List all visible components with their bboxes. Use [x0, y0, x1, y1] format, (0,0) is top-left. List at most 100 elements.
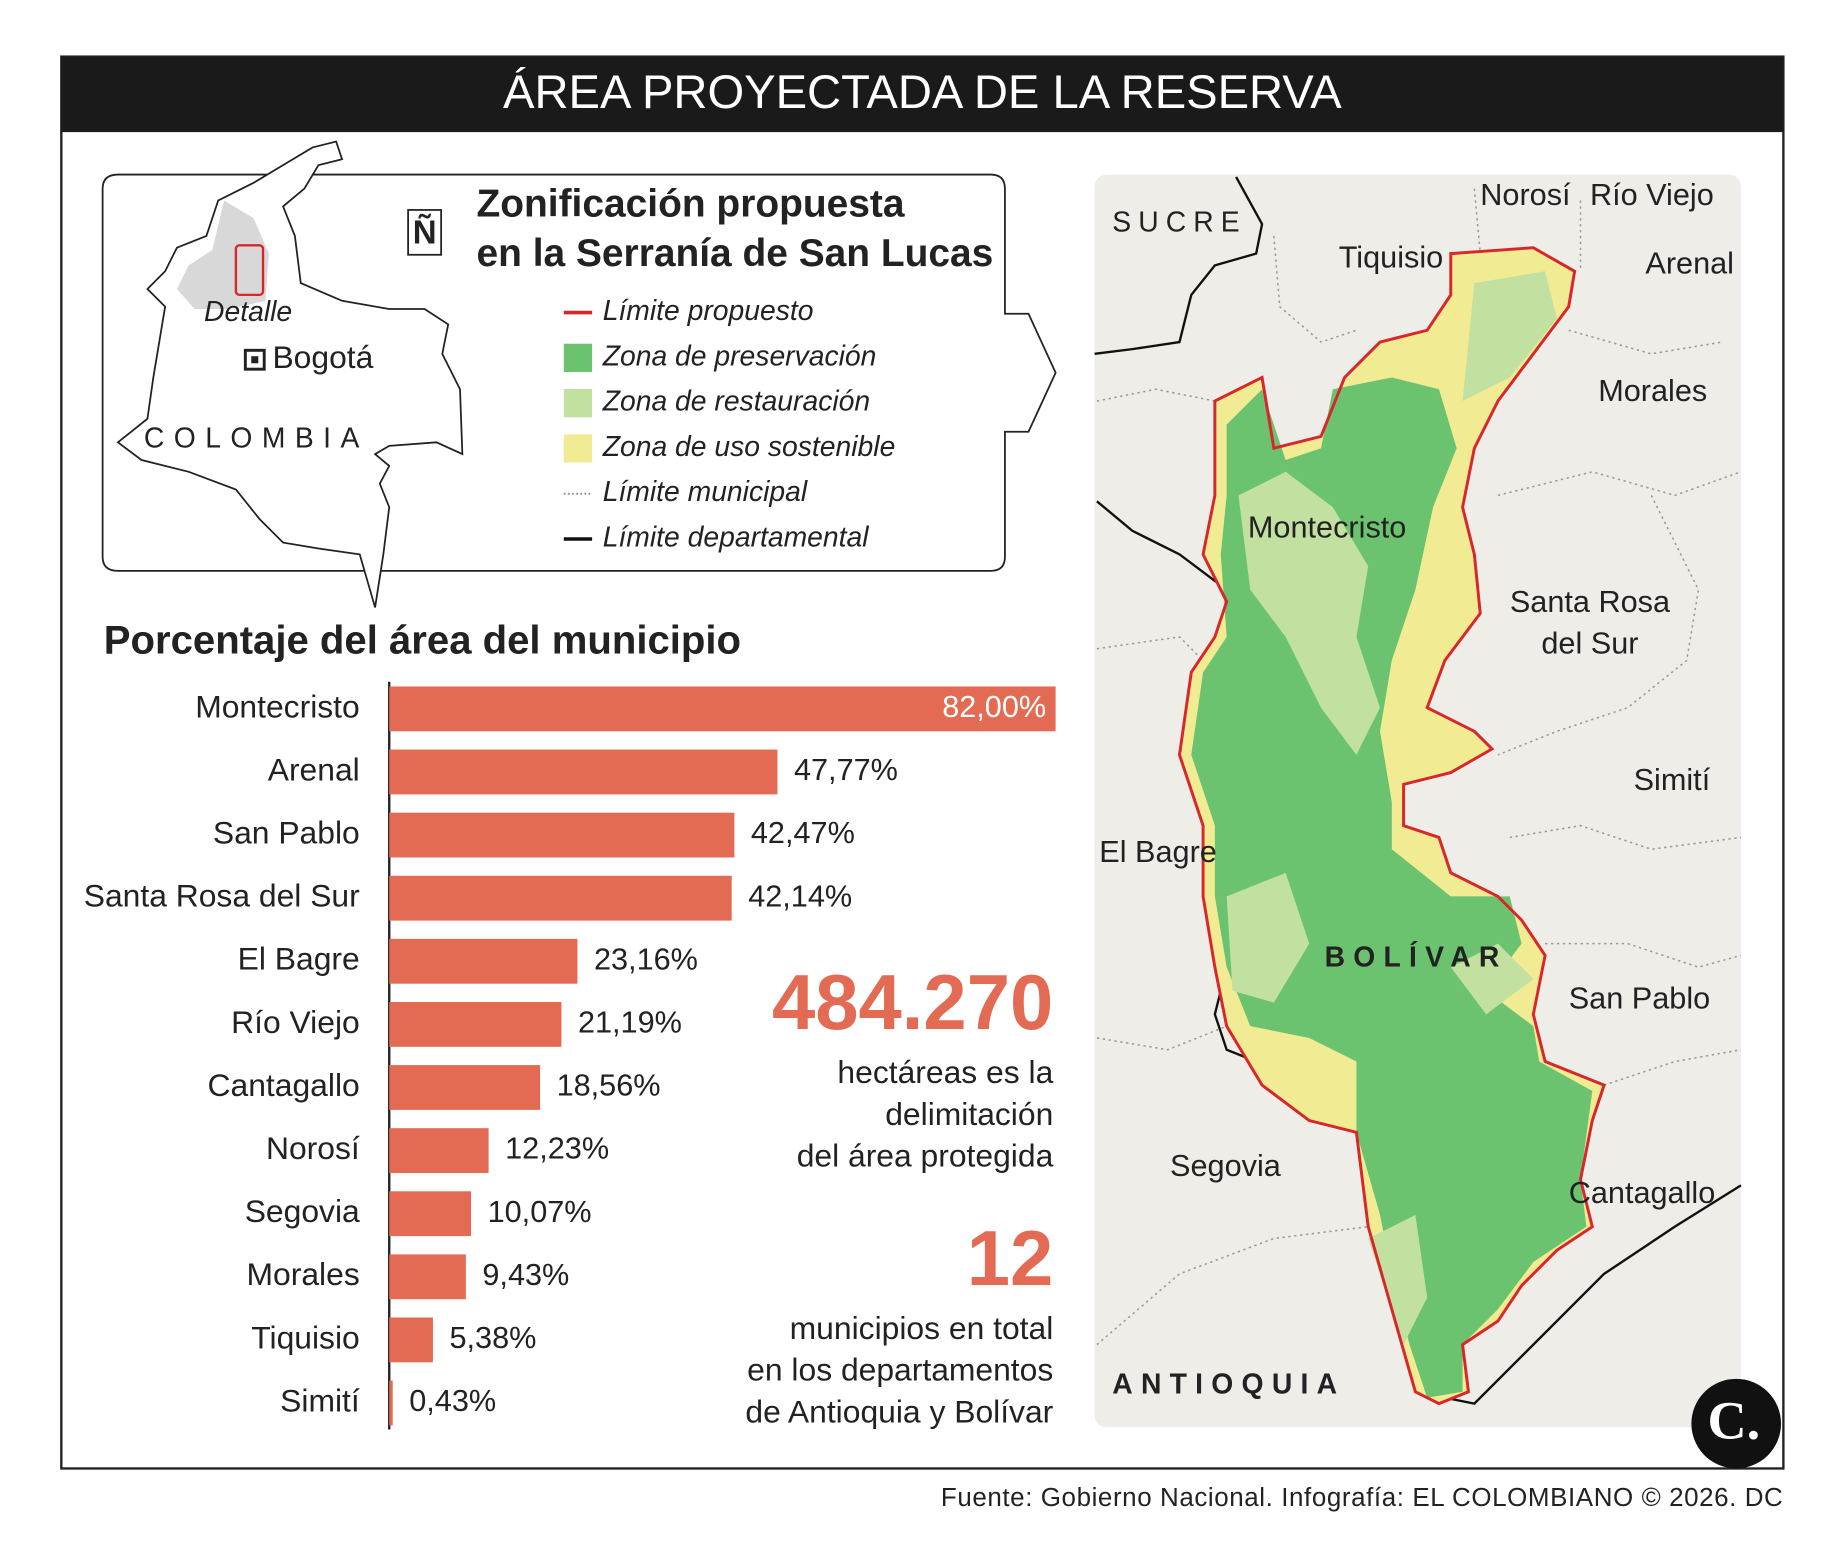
compass: Ñ — [413, 213, 437, 250]
municipal-limit — [1497, 495, 1700, 756]
bar — [389, 686, 1056, 732]
category-label: Montecristo — [195, 688, 360, 724]
category-label: Norosí — [266, 1130, 360, 1166]
value-label: 42,47% — [751, 816, 855, 850]
legend-label: Zona de uso sostenible — [602, 430, 896, 462]
bar — [389, 1254, 466, 1300]
bar — [389, 1065, 541, 1110]
source: Fuente: Gobierno Nacional. Infografía: E… — [941, 1484, 1783, 1512]
highlight-text: de Antioquia y Bolívar — [745, 1394, 1053, 1430]
restoration-zone — [1462, 271, 1557, 402]
municipal-limit — [1096, 636, 1204, 662]
legend-swatch — [563, 389, 593, 418]
value-label: 0,43% — [409, 1384, 496, 1418]
bar — [389, 1001, 562, 1047]
bar — [389, 812, 735, 858]
map-label: del Sur — [1541, 626, 1638, 660]
highlights: 484.270 hectáreas es la delimitación del ár… — [745, 960, 1053, 1430]
category-label: El Bagre — [238, 941, 360, 977]
map-label: Montecristo — [1248, 511, 1406, 545]
map-label: Cantagallo — [1569, 1176, 1716, 1210]
capital-marker — [243, 348, 266, 371]
municipal-limit — [1545, 942, 1742, 968]
category-label: Santa Rosa del Sur — [84, 878, 360, 914]
locator-label: Bogotá — [272, 339, 373, 375]
logo — [1691, 1378, 1782, 1469]
category-label: Segovia — [245, 1193, 360, 1229]
value-label: 18,56% — [557, 1069, 661, 1103]
value-label: 12,23% — [505, 1132, 609, 1166]
category-label: San Pablo — [213, 814, 360, 850]
highlight-value: 484.270 — [772, 960, 1053, 1046]
detail-map: SUCRE Norosí Río Viejo Tiquisio Arenal M… — [1094, 174, 1742, 1428]
restoration-zone — [1450, 943, 1534, 1015]
inset-title: en la Serranía de San Lucas — [477, 232, 994, 275]
bar — [389, 1380, 393, 1426]
bar — [389, 1317, 433, 1363]
category-label: Morales — [247, 1256, 360, 1292]
compass-box — [407, 209, 443, 256]
region-highlight — [176, 200, 269, 310]
legend-label: Zona de preservación — [602, 339, 877, 371]
bar — [389, 1191, 472, 1237]
logo-mark: C. — [1707, 1390, 1760, 1450]
map-label: Morales — [1598, 374, 1707, 408]
departmental-limit — [1094, 176, 1264, 356]
municipal-limit — [1603, 1048, 1742, 1086]
restoration-zone — [1368, 1214, 1428, 1345]
legend-swatch — [563, 343, 593, 373]
municipal-limit — [1509, 824, 1742, 851]
municipal-limit — [1096, 1225, 1369, 1346]
map-label: Tiquisio — [1339, 241, 1444, 275]
inset-title: Zonificación propuesta — [477, 183, 905, 226]
bar — [389, 749, 778, 795]
restoration-zone — [1226, 872, 1310, 1003]
restoration-zone — [1238, 471, 1380, 755]
bar — [389, 1128, 489, 1174]
bar — [389, 938, 578, 984]
restoration-zones — [1226, 271, 1557, 1345]
detail-box — [234, 244, 265, 297]
category-label: Simití — [280, 1382, 360, 1418]
value-label: 23,16% — [594, 942, 698, 976]
header-title: ÁREA PROYECTADA DE LA RESERVA — [503, 65, 1342, 118]
value-label: 5,38% — [449, 1321, 536, 1355]
category-label: Tiquisio — [251, 1319, 360, 1355]
map-label: Norosí — [1480, 178, 1571, 212]
category-label: Arenal — [268, 751, 360, 787]
value-label: 10,07% — [488, 1195, 592, 1229]
legend-swatch — [563, 434, 593, 463]
bar — [389, 875, 732, 921]
locator-label: COLOMBIA — [144, 421, 369, 453]
map-label: El Bagre — [1099, 835, 1217, 869]
value-label: 21,19% — [578, 1005, 682, 1039]
highlight-value: 12 — [967, 1216, 1054, 1302]
legend-label: Límite departamental — [603, 520, 870, 552]
map-label: Santa Rosa — [1510, 585, 1671, 619]
chart-title: Porcentaje del área del municipio — [104, 618, 741, 662]
highlight-text: municipios en total — [790, 1310, 1054, 1346]
highlight-text: en los departamentos — [747, 1352, 1053, 1388]
map-label: Río Viejo — [1590, 178, 1714, 212]
header-bar — [61, 56, 1784, 133]
legend-label: Zona de restauración — [602, 385, 870, 417]
highlight-text: delimitación — [885, 1096, 1053, 1132]
map-label: ANTIOQUIA — [1112, 1367, 1345, 1399]
map-label: San Pablo — [1569, 981, 1710, 1015]
municipal-limit — [1497, 471, 1742, 497]
legend-label: Límite propuesto — [603, 294, 814, 326]
municipal-limit — [1096, 388, 1216, 402]
legend-label: Límite municipal — [603, 475, 808, 507]
capital-marker-dot — [251, 356, 259, 364]
map-label: BOLÍVAR — [1325, 940, 1508, 972]
category-label: Río Viejo — [231, 1004, 360, 1040]
category-label: Cantagallo — [208, 1067, 360, 1103]
legend: Límite propuesto Zona de preservación Zona… — [563, 294, 896, 552]
value-label: 82,00% — [942, 690, 1046, 724]
value-label: 47,77% — [794, 753, 898, 787]
locator-label: Detalle — [204, 295, 292, 327]
bar-chart: Montecristo 82,00% Arenal 47,77% San Pablo 42… — [84, 686, 1056, 1426]
map-label: Segovia — [1170, 1149, 1282, 1183]
map-label: Simití — [1634, 763, 1711, 797]
